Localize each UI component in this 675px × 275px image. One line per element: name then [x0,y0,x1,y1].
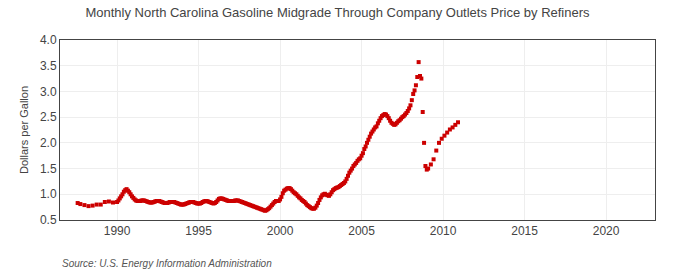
svg-text:2000: 2000 [267,224,294,238]
svg-text:2.0: 2.0 [40,136,57,150]
svg-text:Source: U.S. Energy Informatio: Source: U.S. Energy Information Administ… [62,258,272,269]
svg-text:1.5: 1.5 [40,162,57,176]
svg-text:2.5: 2.5 [40,110,57,124]
svg-text:4.0: 4.0 [40,33,57,47]
svg-text:2020: 2020 [593,224,620,238]
svg-text:2005: 2005 [348,224,375,238]
svg-text:2015: 2015 [511,224,538,238]
svg-text:0.5: 0.5 [40,213,57,227]
svg-text:Monthly North Carolina Gasolin: Monthly North Carolina Gasoline Midgrade… [85,5,590,20]
svg-text:1.0: 1.0 [40,187,57,201]
svg-text:3.5: 3.5 [40,59,57,73]
svg-text:1995: 1995 [185,224,212,238]
svg-text:1990: 1990 [104,224,131,238]
svg-text:2010: 2010 [430,224,457,238]
svg-text:3.0: 3.0 [40,85,57,99]
svg-text:Dollars per Gallon: Dollars per Gallon [18,86,30,174]
